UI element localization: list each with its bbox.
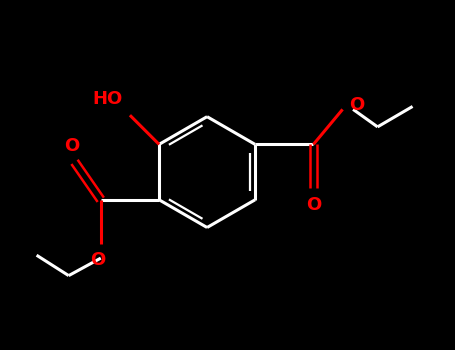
Text: O: O [306, 196, 321, 214]
Text: O: O [90, 251, 106, 269]
Text: O: O [349, 96, 365, 114]
Text: HO: HO [92, 90, 122, 108]
Text: O: O [64, 137, 79, 155]
